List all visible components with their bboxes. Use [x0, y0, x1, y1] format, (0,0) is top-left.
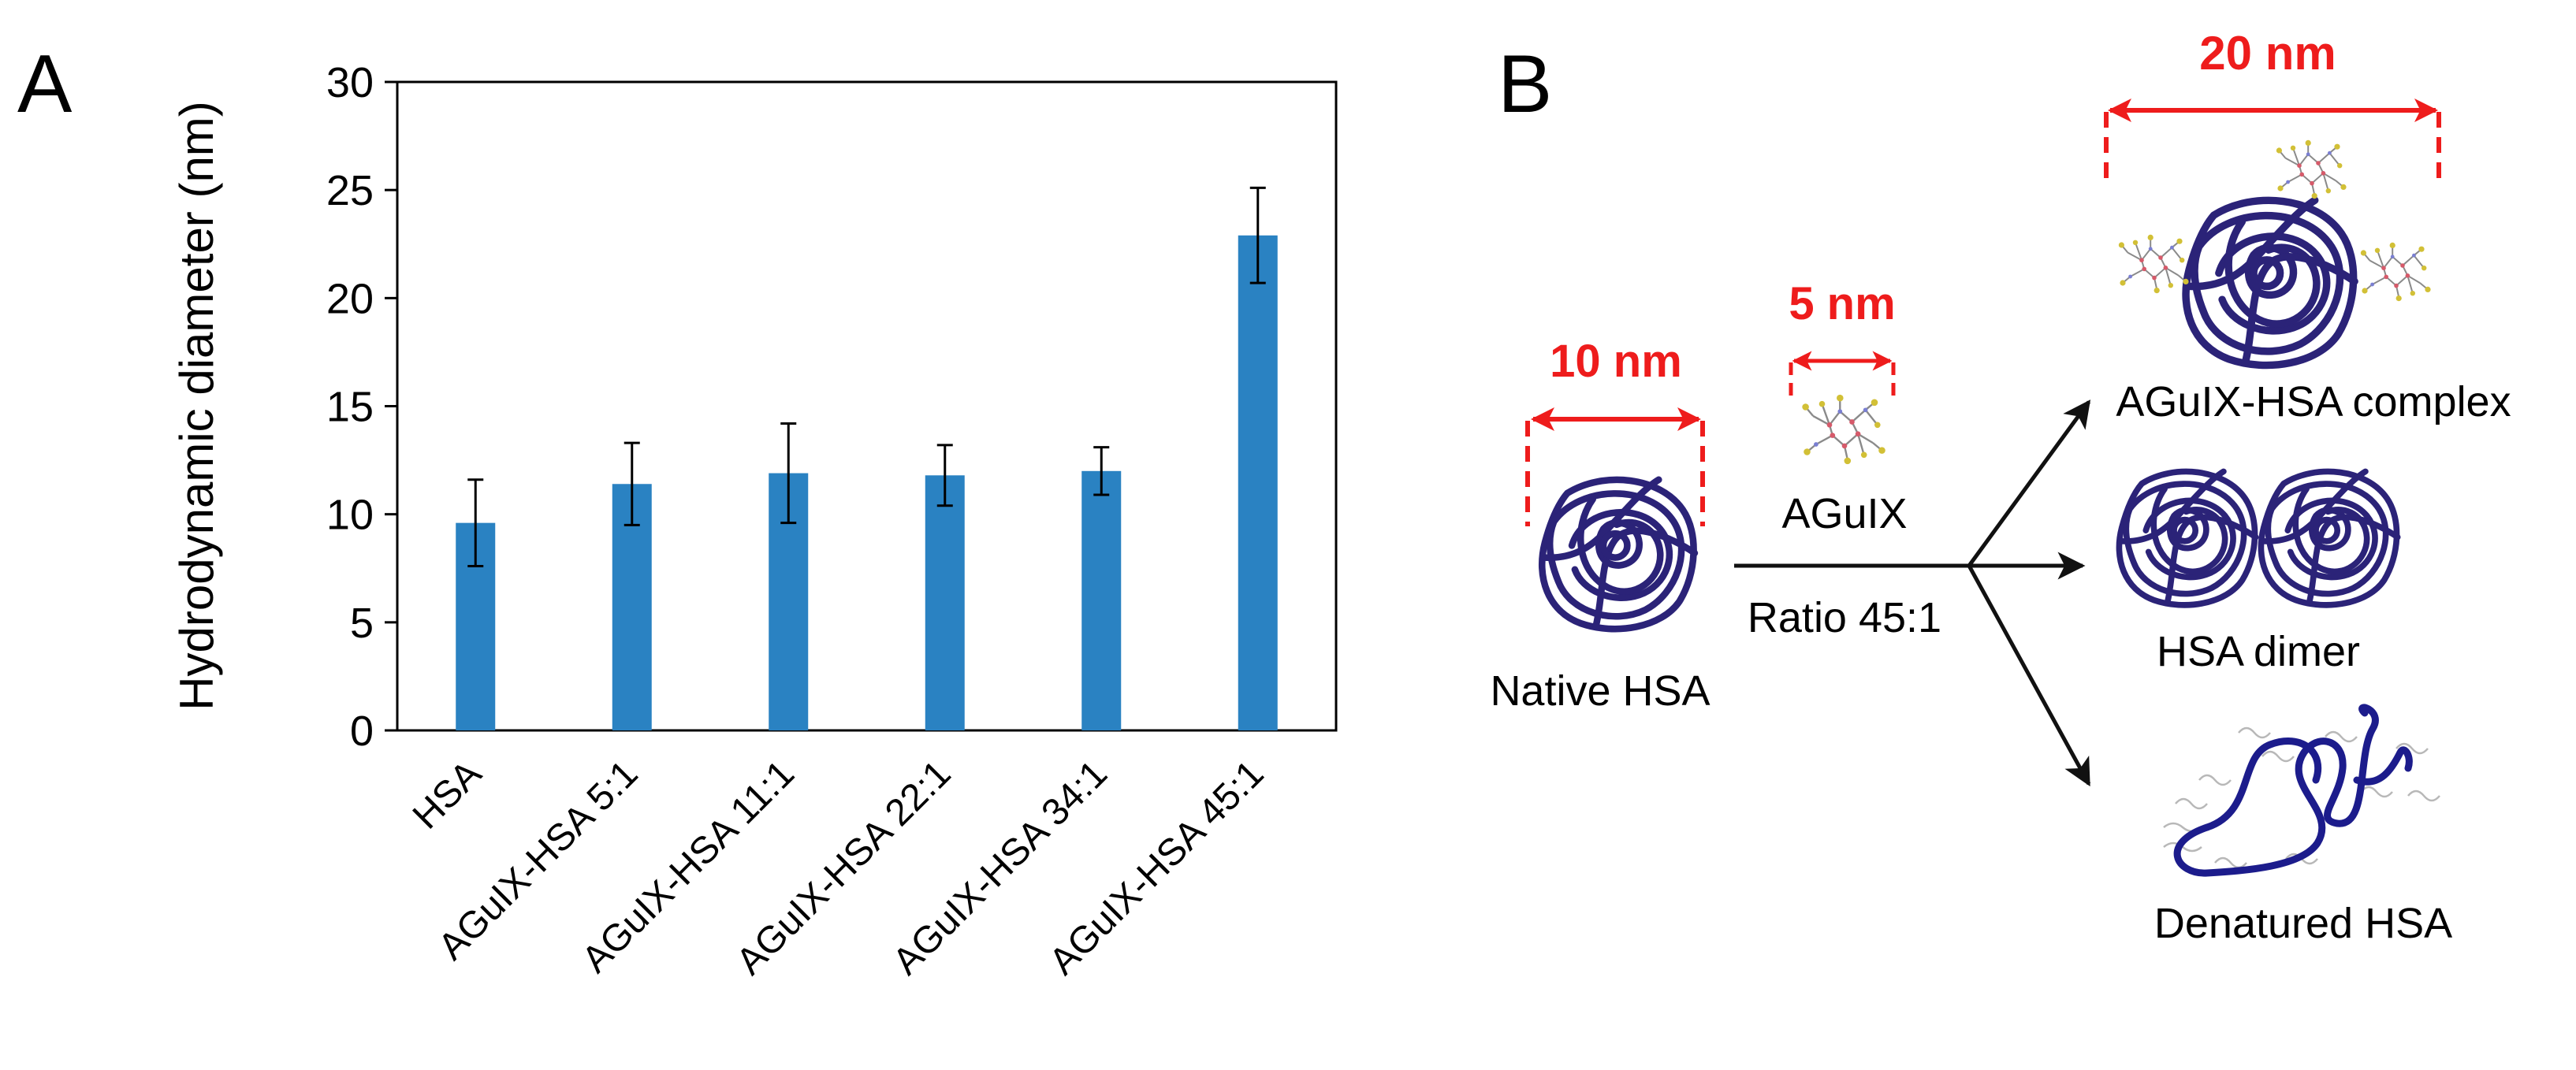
error-bar — [780, 422, 797, 525]
y-axis-ticks: 0 5 10 15 20 25 30 — [326, 59, 397, 755]
error-bar — [936, 444, 953, 507]
aguix-particle-icon — [1801, 393, 1886, 466]
dimer-label: HSA dimer — [2157, 628, 2360, 675]
y-tick-label: 15 — [326, 384, 374, 431]
error-bars — [467, 186, 1266, 568]
native-hsa-protein-icon — [1542, 480, 1695, 629]
y-tick-label: 0 — [350, 708, 374, 755]
bar — [1081, 470, 1122, 730]
complex-particle-left — [2117, 233, 2190, 295]
branch-arrow-up — [1967, 399, 2091, 567]
y-tick-label: 10 — [326, 492, 374, 539]
panel-a-label: A — [17, 39, 73, 130]
denatured-label: Denatured HSA — [2154, 900, 2452, 947]
ratio-label: Ratio 45:1 — [1748, 594, 1941, 641]
error-bar — [467, 478, 484, 568]
panel-b-label: B — [1498, 39, 1552, 130]
y-axis-label: Hydrodynamic diameter (nm) — [170, 101, 223, 711]
complex-particle-top — [2275, 139, 2347, 200]
schematic-diagram: 10 nm Native HSA 5 nm AGuIX Ratio 45:1 2… — [1490, 27, 2511, 947]
bar — [925, 475, 965, 730]
denatured-hsa-icon — [2163, 704, 2440, 877]
complex-protein-icon — [2186, 200, 2355, 365]
x-tick-label: HSA — [405, 752, 490, 837]
complex-particle-right — [2359, 241, 2432, 303]
plot-frame — [396, 80, 1338, 732]
complex-label: AGuIX-HSA complex — [2116, 378, 2511, 425]
dim-5nm-label: 5 nm — [1789, 278, 1895, 329]
aguix-label: AGuIX — [1781, 490, 1907, 537]
branch-arrow-down — [1967, 564, 2091, 787]
y-tick-label: 30 — [326, 59, 374, 106]
dimer-protein-right — [2261, 471, 2397, 604]
y-tick-label: 25 — [326, 167, 374, 214]
native-hsa-label: Native HSA — [1490, 667, 1710, 715]
y-tick-label: 20 — [326, 275, 374, 322]
bar — [1238, 235, 1278, 730]
error-bar — [1249, 186, 1266, 284]
bars — [456, 235, 1278, 730]
dim-10nm-label: 10 nm — [1550, 336, 1682, 387]
bar-chart: Hydrodynamic diameter (nm) 051015202530 … — [170, 59, 1338, 983]
dimer-protein-left — [2119, 471, 2255, 604]
error-bar — [624, 441, 640, 526]
error-bar — [1093, 446, 1110, 496]
native-hsa-dimension: 10 nm — [1525, 336, 1705, 526]
dim-20nm-label: 20 nm — [2199, 27, 2336, 80]
y-tick-label: 5 — [350, 600, 374, 647]
